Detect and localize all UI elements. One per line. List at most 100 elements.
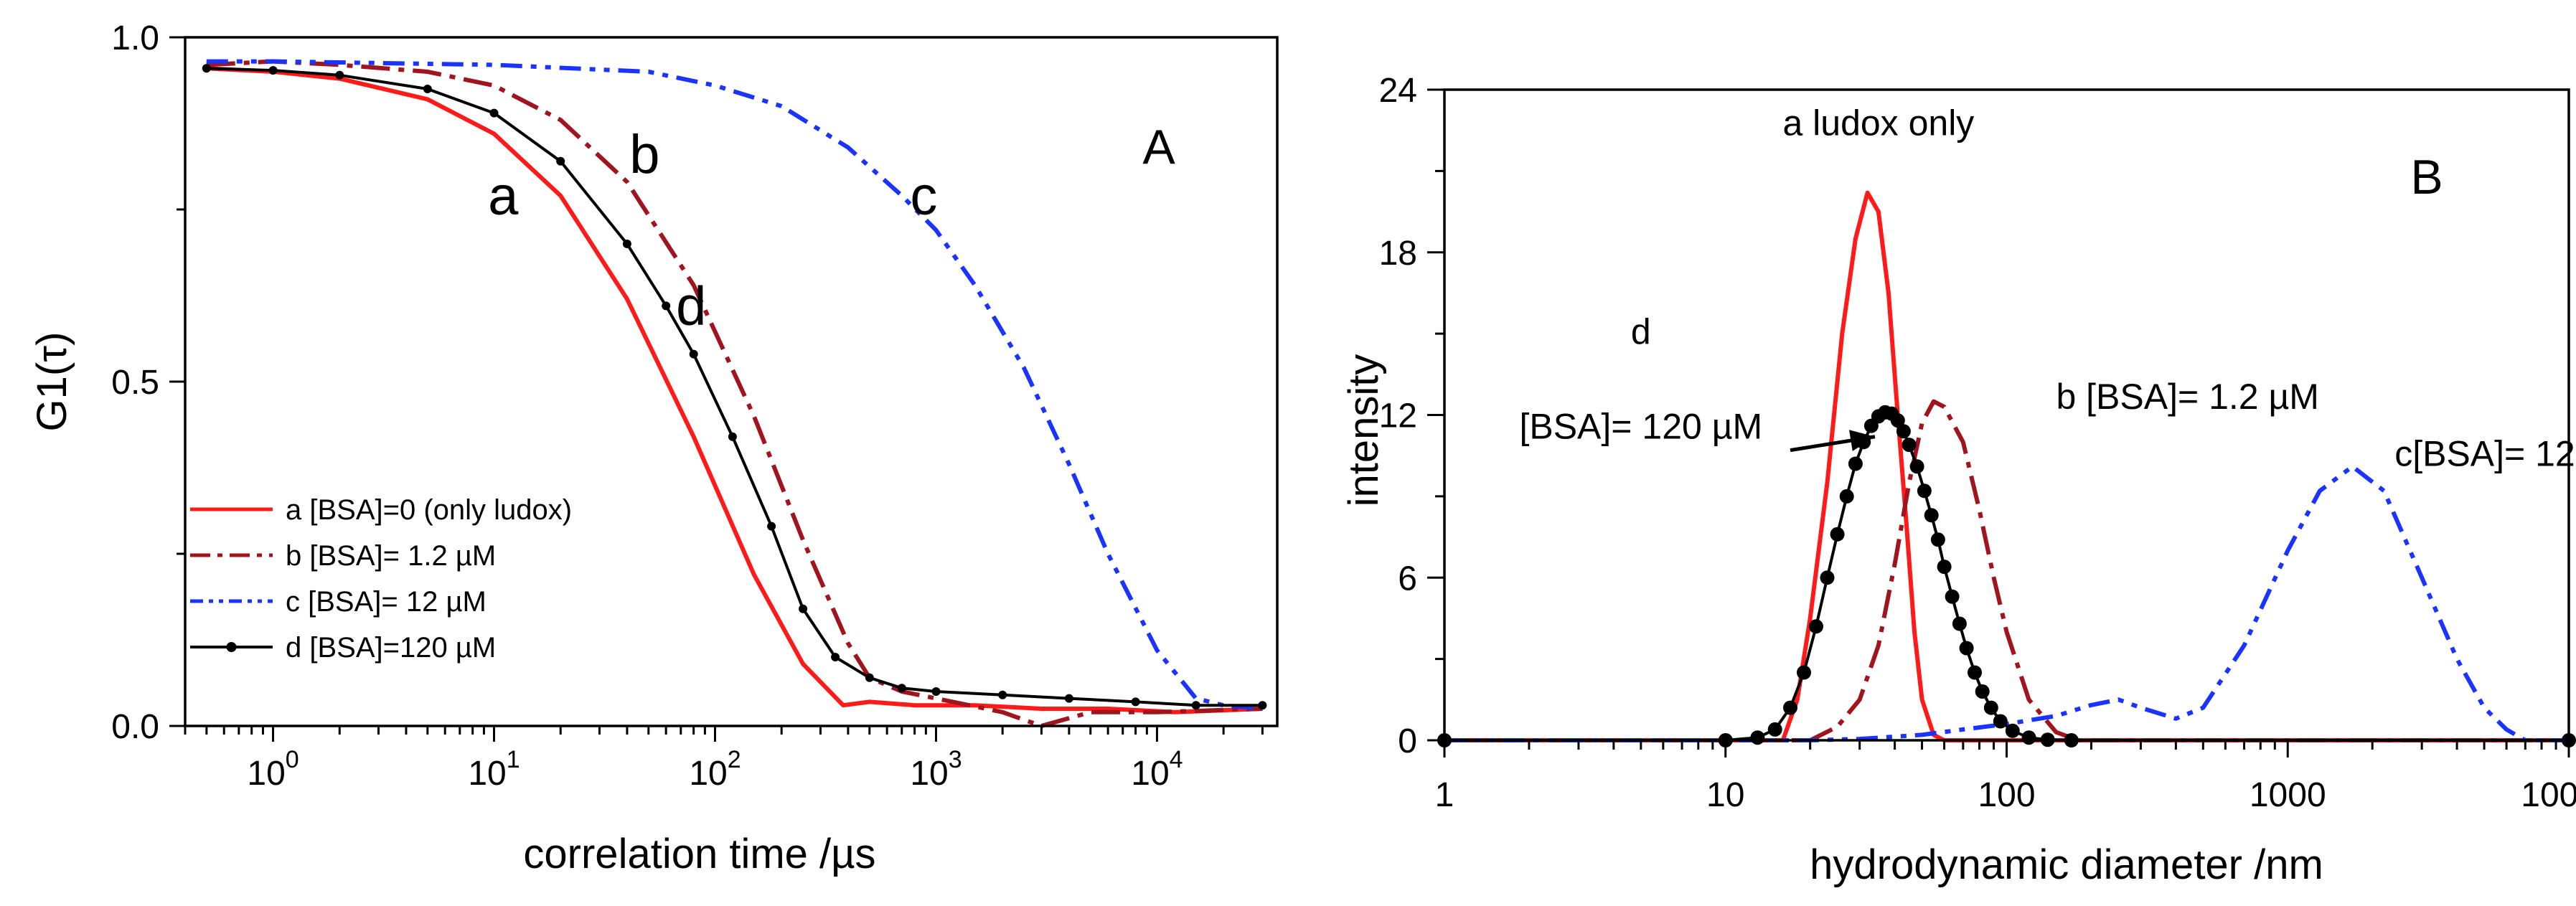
panel-a-series-4-point <box>556 156 565 166</box>
panel-a-series-4-point <box>897 684 906 693</box>
panel-a-legend-label-1: a [BSA]=0 (only ludox) <box>286 494 572 526</box>
panel-b-tick-layer: 1 10 100 1000 10000 0 6 12 18 24 <box>1379 72 2576 814</box>
panel-b-annotation-2: d <box>1631 311 1651 351</box>
panel-b-annotation-3: [BSA]= 120 µM <box>1519 407 1762 447</box>
panel-a-y-tick-label: 1.0 <box>111 19 159 57</box>
panel-a-y-tick-label: 0.5 <box>111 364 159 402</box>
panel-a-legend-label-2: b [BSA]= 1.2 µM <box>286 540 496 572</box>
panel-a-legend-label-3: c [BSA]= 12 µM <box>286 586 486 618</box>
panel-a-series-4-point <box>799 604 808 613</box>
panel-a-series-4-point <box>662 301 671 311</box>
panel-a-x-tick-exponent: 2 <box>728 746 741 773</box>
panel-b-series-4-point <box>1820 570 1835 585</box>
panel-b-series-4-point <box>1993 714 2008 729</box>
panel-b-series-4-point <box>2021 730 2036 745</box>
panel-b-letter: B <box>2410 150 2443 204</box>
panel-a-x-tick-label: 103 <box>910 746 962 793</box>
panel-a-x-tick-base: 10 <box>910 755 948 793</box>
panel-b-x-axis-title: hydrodynamic diameter /nm <box>1810 841 2323 888</box>
panel-a-curve-label-c: c <box>910 166 937 227</box>
panel-a-series-4-point <box>268 66 278 75</box>
panel-b-x-tick-label: 10 <box>1706 776 1744 814</box>
panel-a-legend: a [BSA]=0 (only ludox) b [BSA]= 1.2 µM c [… <box>190 494 572 664</box>
panel-b-series-4-point <box>1968 665 1982 680</box>
panel-a-plot-frame <box>184 36 1279 727</box>
panel-b-series-4-point <box>1902 438 1917 453</box>
panel-a-series-4-point <box>622 240 631 248</box>
panel-b-series-line-2 <box>1444 399 2569 742</box>
panel-a-curve-label-d: d <box>676 275 706 336</box>
panel-b-series-4-point <box>1924 508 1939 523</box>
panel-b-series-4-point <box>2005 723 2020 738</box>
panel-b-y-tick-label: 0 <box>1398 722 1417 760</box>
panel-a-series-line-3 <box>206 59 1263 711</box>
panel-b-series-layer <box>1437 190 2576 747</box>
panel-a-x-tick-exponent: 4 <box>1170 746 1183 773</box>
panel-b-series-4-point <box>1937 560 1952 575</box>
panel-b-series-4-point <box>1975 684 1990 699</box>
panel-b-series-4-point <box>1896 424 1911 439</box>
panel-a-series-line-2 <box>206 59 1263 728</box>
panel-b-y-tick-label: 24 <box>1379 72 1417 110</box>
panel-a-x-tick-base: 10 <box>468 755 506 793</box>
panel-a-series-4-point <box>423 85 432 93</box>
panel-b-series-4-point <box>1959 641 1974 656</box>
panel-b-series-4-point <box>1830 527 1845 542</box>
panel-b-annotation-arrow <box>1790 430 1876 453</box>
panel-b-y-axis-title: intensity <box>1340 354 1387 507</box>
panel-a-x-axis-title: correlation time /µs <box>523 831 875 877</box>
panel-a-legend-marker <box>226 642 237 652</box>
panel-a-curve-label-a: a <box>488 166 519 227</box>
panel-a-x-tick-label: 104 <box>1131 746 1183 793</box>
panel-b-annotation-1: a ludox only <box>1782 103 1974 143</box>
panel-b-series-4-point <box>1750 730 1765 745</box>
panel-a-series-4-point <box>767 522 776 531</box>
panel-b-series-4-point <box>1952 616 1967 631</box>
panel-b-x-tick-label: 10000 <box>2521 776 2576 814</box>
panel-b-series-4-point <box>1930 532 1945 547</box>
panel-a-y-axis-title: G1(τ) <box>29 332 75 432</box>
panel-b-series-4-point <box>1783 700 1797 715</box>
panel-b-annotations: a ludox only d [BSA]= 120 µM b [BSA]= 1.2 µ… <box>1519 103 2576 473</box>
panel-b-x-tick-label: 100 <box>1978 776 2035 814</box>
panel-a-x-tick-exponent: 0 <box>286 746 299 773</box>
panel-a-x-tick-exponent: 1 <box>507 746 520 773</box>
panel-a-curve-label-b: b <box>629 124 659 185</box>
panel-a-legend-rows: a [BSA]=0 (only ludox) b [BSA]= 1.2 µM c [… <box>190 494 572 664</box>
panel-b-series-4-point <box>1983 700 1998 715</box>
panel-a-series-4-point <box>1258 701 1267 710</box>
panel-b-annotation-4: b [BSA]= 1.2 µM <box>2056 377 2318 417</box>
panel-a-x-tick-exponent: 3 <box>949 746 962 773</box>
panel-b-y-tick-label: 12 <box>1379 397 1417 435</box>
panel-a-series-4-point <box>489 108 499 118</box>
panel-a-series-4-point <box>1131 697 1140 707</box>
panel-a-series-4-point <box>689 349 698 359</box>
panel-b-y-tick-label: 6 <box>1398 560 1417 598</box>
panel-b-arrow-head <box>1849 430 1875 451</box>
panel-a-x-tick-label: 101 <box>468 746 520 793</box>
panel-b-size-distribution-chart: 1 10 100 1000 10000 0 6 12 18 24 B hydrodynamic d… <box>1340 72 2576 888</box>
panel-b-x-tick-label: 1000 <box>2250 776 2326 814</box>
panel-b-series-4-point <box>1848 456 1863 471</box>
panel-b-series-4-point <box>1890 413 1905 428</box>
panel-a-series-4-point <box>1191 701 1200 710</box>
panel-b-series-4-point <box>1945 589 1960 604</box>
panel-a-x-tick-label: 100 <box>247 746 299 793</box>
panel-b-series-4-point <box>1809 619 1823 634</box>
panel-a-series-4-point <box>335 70 344 80</box>
panel-a-series-4-point <box>1064 694 1073 703</box>
panel-a-series-4-point <box>998 690 1007 699</box>
panel-b-series-4-point <box>1797 665 1811 680</box>
panel-a-x-tick-base: 10 <box>1131 755 1169 793</box>
panel-a-x-tick-base: 10 <box>247 755 285 793</box>
panel-b-series-4-point <box>1917 483 1932 499</box>
panel-a-legend-label-4: d [BSA]=120 µM <box>286 632 496 664</box>
panel-a-series-4-point <box>865 673 874 682</box>
panel-b-series-line-3 <box>1444 464 2569 742</box>
panel-a-series-4-point <box>931 687 941 696</box>
panel-a-x-tick-label: 102 <box>689 746 741 793</box>
panel-a-curve-labels: a b c d <box>488 124 937 336</box>
